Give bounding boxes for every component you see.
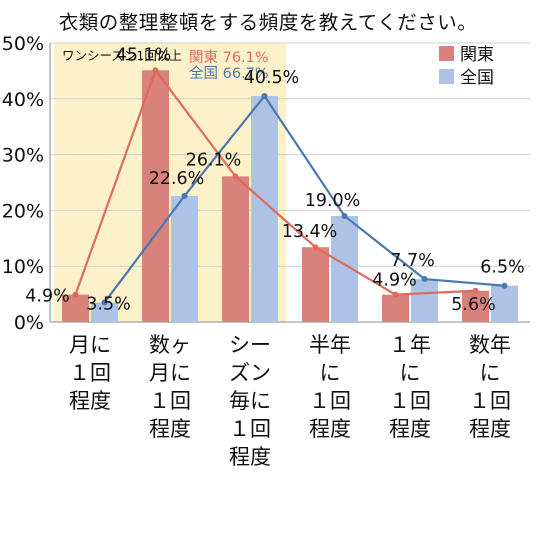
highlight-total: 関東 76.1% xyxy=(189,49,269,66)
bar-全国 xyxy=(91,302,118,322)
trend-point-関東 xyxy=(312,244,319,251)
trend-point-関東 xyxy=(232,173,239,180)
data-label: 7.7% xyxy=(390,251,434,271)
x-tick-label: １回 xyxy=(69,361,111,385)
trend-line-全国 xyxy=(103,94,505,304)
x-tick-label: １回 xyxy=(229,417,271,441)
bar-全国 xyxy=(411,279,438,322)
x-tick-label: 程度 xyxy=(69,389,111,413)
y-tick-label: 30% xyxy=(2,145,44,167)
data-label: 13.4% xyxy=(282,222,338,242)
bar-関東 xyxy=(382,294,409,322)
legend-label: 全国 xyxy=(460,68,494,88)
x-tick-label: シー xyxy=(229,333,271,357)
data-label: 4.9% xyxy=(25,287,69,307)
data-label: 45.1% xyxy=(116,45,172,65)
x-tick-label: に xyxy=(320,361,341,385)
data-label: 6.5% xyxy=(480,258,524,278)
x-tick-label: 程度 xyxy=(309,417,351,441)
x-tick-label: １回 xyxy=(149,389,191,413)
highlight-total: 全国 66.7% xyxy=(189,64,269,82)
trend-point-関東 xyxy=(472,287,479,294)
x-tick-label: 月に xyxy=(149,361,191,385)
x-tick-label: １回 xyxy=(309,389,351,413)
data-label: 22.6% xyxy=(149,169,205,189)
data-label: 3.5% xyxy=(86,294,130,314)
trend-point-全国 xyxy=(341,212,348,219)
legend-label: 関東 xyxy=(460,45,494,65)
x-tick-label: ズン xyxy=(229,361,271,385)
x-tick-label: に xyxy=(480,361,501,385)
x-tick-label: 毎に xyxy=(229,389,271,413)
y-tick-label: 50% xyxy=(2,33,44,55)
x-tick-label: １回 xyxy=(469,389,511,413)
x-tick-label: 程度 xyxy=(469,417,511,441)
y-tick-label: 0% xyxy=(14,312,44,334)
x-tick-label: に xyxy=(400,361,421,385)
bar-関東 xyxy=(62,294,89,322)
bar-全国 xyxy=(171,195,198,322)
x-tick-label: 数ヶ xyxy=(149,333,191,357)
bar-関東 xyxy=(142,70,169,322)
y-tick-label: 10% xyxy=(2,256,44,278)
x-tick-label: 月に xyxy=(69,333,111,357)
data-label: 26.1% xyxy=(186,150,242,170)
data-label: 5.6% xyxy=(451,295,495,315)
trend-point-関東 xyxy=(72,291,79,298)
x-tick-label: １回 xyxy=(389,389,431,413)
trend-point-全国 xyxy=(181,192,188,199)
bar-関東 xyxy=(222,176,249,322)
trend-point-全国 xyxy=(501,282,508,289)
bar-関東 xyxy=(302,247,329,322)
trend-point-関東 xyxy=(152,67,159,74)
highlight-label: ワンシーズン1回以上 xyxy=(62,48,182,63)
trend-point-全国 xyxy=(421,276,428,283)
legend-swatch-関東 xyxy=(439,46,454,61)
y-tick-label: 20% xyxy=(2,200,44,222)
trend-point-全国 xyxy=(101,299,108,306)
data-label: 19.0% xyxy=(305,191,361,211)
chart-title: 衣類の整理整頓をする頻度を教えてください。 xyxy=(58,11,478,34)
x-tick-label: 数年 xyxy=(469,333,511,357)
trend-point-全国 xyxy=(261,93,268,100)
bar-関東 xyxy=(462,290,489,322)
legend-swatch-全国 xyxy=(439,69,454,84)
x-tick-label: １年 xyxy=(389,333,431,357)
trend-line-関東 xyxy=(74,68,476,296)
y-tick-label: 40% xyxy=(2,89,44,111)
bar-全国 xyxy=(491,285,518,322)
trend-point-関東 xyxy=(392,291,399,298)
x-tick-label: 半年 xyxy=(309,333,351,357)
x-tick-label: 程度 xyxy=(149,417,191,441)
x-tick-label: 程度 xyxy=(229,445,271,469)
data-label: 4.9% xyxy=(372,271,416,291)
x-tick-label: 程度 xyxy=(389,417,431,441)
data-label: 40.5% xyxy=(244,68,300,88)
